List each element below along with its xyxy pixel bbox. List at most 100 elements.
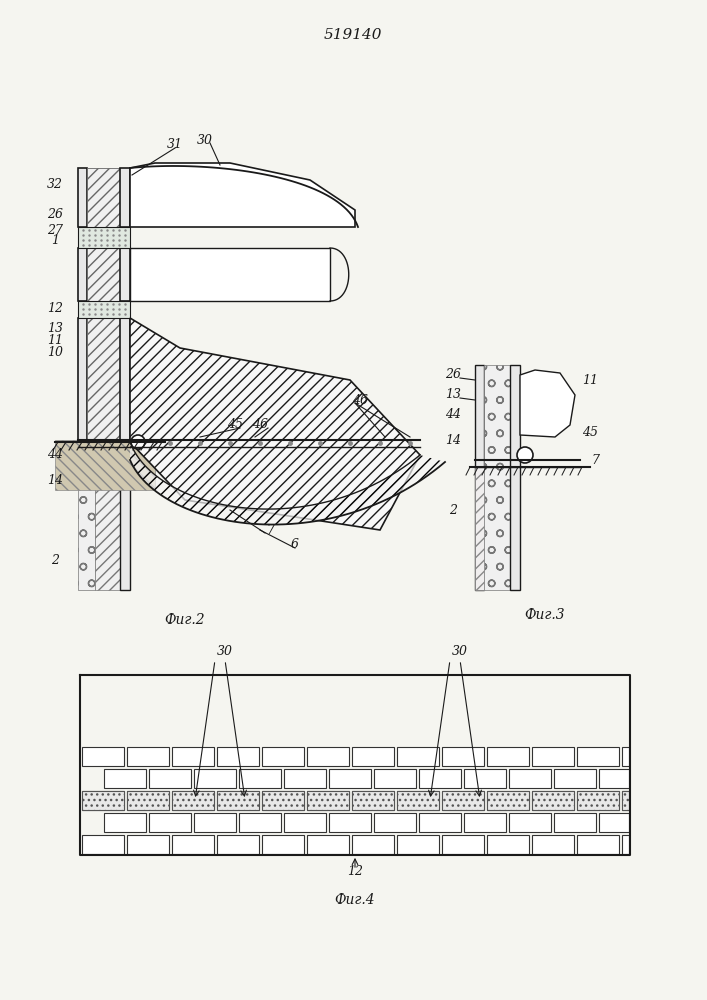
Bar	[532, 790, 573, 810]
Text: 10: 10	[47, 346, 63, 359]
Bar	[120, 168, 130, 227]
Bar	[576, 790, 619, 810]
Bar	[397, 790, 438, 810]
Bar	[103, 768, 146, 788]
Bar	[127, 790, 168, 810]
Text: 7: 7	[266, 524, 274, 536]
Bar	[194, 812, 235, 832]
Text: 32: 32	[47, 178, 63, 192]
Text: 30: 30	[452, 645, 468, 658]
Bar	[127, 834, 168, 854]
Text: 26: 26	[445, 368, 461, 381]
Bar	[78, 168, 87, 227]
Text: 11: 11	[47, 334, 63, 347]
Bar	[216, 834, 259, 854]
Bar	[419, 812, 460, 832]
Bar	[78, 227, 130, 248]
Bar	[172, 834, 214, 854]
Bar	[148, 768, 190, 788]
Bar	[194, 768, 235, 788]
Bar	[87, 318, 120, 442]
Text: 44: 44	[445, 408, 461, 422]
Bar	[475, 467, 484, 590]
Bar	[103, 812, 146, 832]
Bar	[351, 834, 394, 854]
Text: 2: 2	[449, 504, 457, 516]
Bar	[599, 768, 629, 788]
Bar	[216, 790, 259, 810]
Polygon shape	[520, 370, 575, 437]
Bar	[621, 834, 629, 854]
Bar	[397, 746, 438, 766]
Bar	[486, 790, 529, 810]
Text: 14: 14	[445, 434, 461, 446]
Bar	[307, 790, 349, 810]
Bar	[284, 812, 325, 832]
Bar	[621, 790, 629, 810]
Polygon shape	[130, 248, 330, 301]
Bar	[81, 790, 124, 810]
Bar	[475, 365, 484, 590]
Bar	[87, 248, 120, 301]
Bar	[172, 790, 214, 810]
Bar	[55, 440, 155, 490]
Bar	[216, 790, 259, 810]
Bar	[576, 746, 619, 766]
Bar	[307, 834, 349, 854]
Bar	[262, 834, 303, 854]
Bar	[262, 790, 303, 810]
Text: 13: 13	[445, 388, 461, 401]
Text: 31: 31	[167, 138, 183, 151]
Bar	[510, 365, 520, 590]
Text: 30: 30	[197, 133, 213, 146]
Text: Фиг.4: Фиг.4	[334, 893, 375, 907]
Bar	[78, 301, 130, 318]
Bar	[441, 790, 484, 810]
Bar	[576, 790, 619, 810]
Bar	[87, 168, 120, 227]
Bar	[441, 746, 484, 766]
Bar	[81, 834, 124, 854]
Text: 45: 45	[582, 426, 598, 438]
Bar	[486, 834, 529, 854]
Text: 27: 27	[47, 224, 63, 236]
Bar	[127, 790, 168, 810]
Bar	[621, 746, 629, 766]
Bar	[120, 318, 130, 442]
Text: 30: 30	[217, 645, 233, 658]
Text: 46: 46	[352, 393, 368, 406]
Bar	[148, 812, 190, 832]
Bar	[172, 790, 214, 810]
Bar	[351, 790, 394, 810]
Polygon shape	[130, 163, 355, 227]
Bar	[554, 768, 595, 788]
Bar	[532, 834, 573, 854]
Bar	[464, 812, 506, 832]
Text: 45: 45	[227, 418, 243, 432]
Text: 11: 11	[582, 373, 598, 386]
Text: 2: 2	[51, 554, 59, 566]
Bar	[307, 746, 349, 766]
Bar	[329, 768, 370, 788]
Circle shape	[517, 447, 533, 463]
Bar	[95, 442, 120, 590]
Bar	[78, 248, 87, 301]
Text: 44: 44	[47, 448, 63, 462]
Bar	[238, 768, 281, 788]
Text: Фиг.2: Фиг.2	[165, 613, 205, 627]
Bar	[508, 768, 551, 788]
Bar	[351, 746, 394, 766]
Bar	[307, 790, 349, 810]
Text: 13: 13	[47, 322, 63, 334]
Bar	[441, 790, 484, 810]
Bar	[238, 812, 281, 832]
Text: Фиг.3: Фиг.3	[525, 608, 566, 622]
Bar	[127, 746, 168, 766]
Text: 12: 12	[347, 865, 363, 878]
Bar	[554, 812, 595, 832]
Bar	[486, 746, 529, 766]
Bar	[484, 365, 510, 590]
Bar	[81, 790, 124, 810]
Bar	[532, 746, 573, 766]
Bar	[120, 442, 130, 590]
